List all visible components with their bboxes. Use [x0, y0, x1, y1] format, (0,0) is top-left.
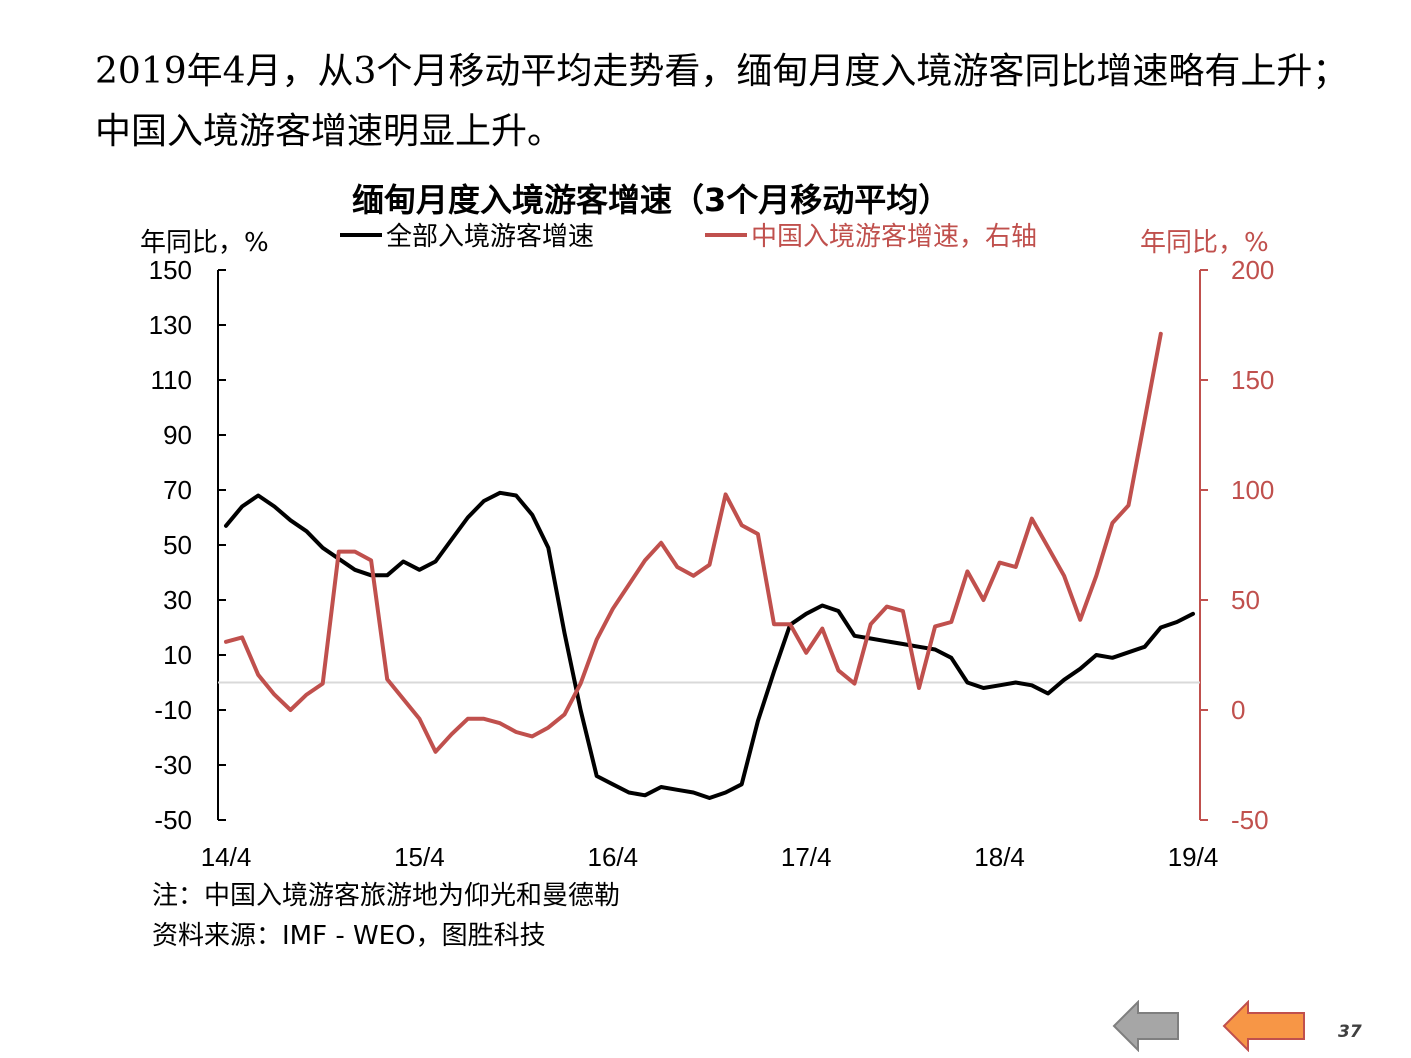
left-tick-label: 30	[163, 585, 192, 615]
right-tick-label: 50	[1231, 585, 1260, 615]
chart-notes: 注：中国入境游客旅游地为仰光和曼德勒 资料来源：IMF - WEO，图胜科技	[152, 876, 620, 956]
right-tick-label: -50	[1231, 805, 1269, 835]
left-tick-label: 50	[163, 530, 192, 560]
footnote: 注：中国入境游客旅游地为仰光和曼德勒	[152, 881, 621, 911]
page-number: 37	[1338, 1022, 1362, 1042]
x-tick-label: 15/4	[394, 842, 445, 872]
legend-swatch-china	[705, 232, 747, 237]
series-line-all-arrivals	[224, 490, 1195, 800]
chart-title: 缅甸月度入境游客增速（3个月移动平均）	[352, 181, 951, 219]
x-tick-label: 18/4	[974, 842, 1025, 872]
x-tick-label: 16/4	[587, 842, 638, 872]
series-line-china-arrivals	[224, 331, 1163, 754]
right-tick-label: 100	[1231, 475, 1274, 505]
x-tick-label: 17/4	[781, 842, 832, 872]
left-arrow-gray-icon[interactable]	[1112, 1000, 1180, 1052]
legend-swatch-all	[340, 232, 382, 237]
right-axis-label: 年同比，%	[1140, 228, 1269, 258]
legend-item-all-arrivals: 全部入境游客增速	[340, 216, 594, 253]
left-tick-label: 70	[163, 475, 192, 505]
left-tick-label: 110	[151, 365, 192, 395]
headline: 2019年4月，从3个月移动平均走势看，缅甸月度入境游客同比增速略有上升；中国入…	[95, 51, 1349, 152]
legend-label-all: 全部入境游客增速	[386, 222, 595, 252]
right-tick-label: 150	[1231, 365, 1274, 395]
x-tick-label: 19/4	[1168, 842, 1219, 872]
x-tick-label: 14/4	[201, 842, 252, 872]
left-tick-label: -30	[154, 750, 192, 780]
right-tick-label: 200	[1231, 255, 1274, 285]
left-axis-label: 年同比，%	[140, 228, 269, 258]
left-tick-label: 130	[149, 310, 192, 340]
left-tick-label: 150	[149, 255, 192, 285]
right-tick-label: 0	[1231, 695, 1245, 725]
left-tick-label: -50	[154, 805, 192, 835]
left-arrow-orange-icon[interactable]	[1222, 1000, 1306, 1052]
left-tick-label: -10	[154, 695, 192, 725]
source-note: 资料来源：IMF - WEO，图胜科技	[152, 921, 546, 951]
legend-item-china-arrivals: 中国入境游客增速，右轴	[705, 216, 1037, 253]
legend-label-china: 中国入境游客增速，右轴	[751, 222, 1038, 252]
left-tick-label: 10	[163, 640, 192, 670]
left-tick-label: 90	[163, 420, 192, 450]
